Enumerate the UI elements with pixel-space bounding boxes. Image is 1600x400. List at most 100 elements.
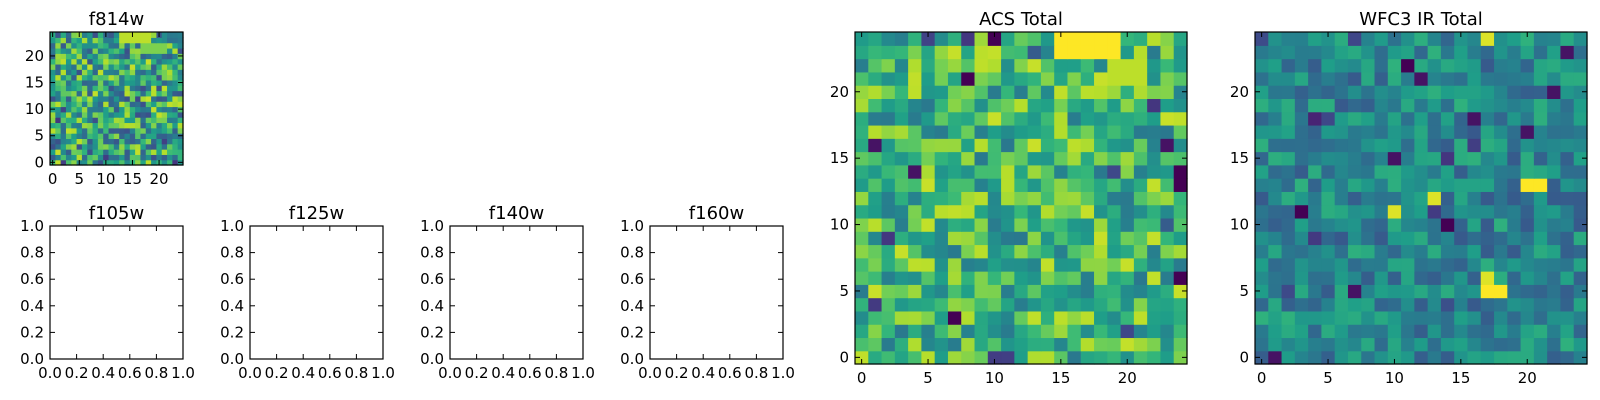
heatmap-cell [1107,138,1122,153]
heatmap-cell [1560,85,1575,99]
heatmap-cell [1054,45,1069,60]
heatmap-cell [934,350,949,365]
heatmap-cell [1334,204,1349,219]
heatmap-cell [76,149,83,155]
heatmap-cell [151,32,157,38]
heatmap-cell [1027,111,1042,126]
heatmap-cell [1147,297,1162,312]
heatmap-cell [1361,310,1376,325]
heatmap-cell [1507,71,1522,86]
y-tick-label: 0 [839,348,849,366]
heatmap-cell [1040,297,1055,312]
heatmap-cell [151,47,157,54]
heatmap-cell [1160,85,1175,99]
heatmap-cell [108,154,115,161]
heatmap-cell [1547,85,1562,99]
heatmap-cell [1321,71,1336,86]
heatmap-cell [1547,284,1562,299]
heatmap-cell [151,143,157,150]
heatmap-cell [1281,231,1296,246]
heatmap-cell [145,159,152,166]
heatmap-cell [921,151,936,166]
heatmap-cell [1520,138,1535,153]
heatmap-cell [1507,45,1522,60]
heatmap-cell [868,138,883,153]
panel-title: WFC3 IR Total [1359,9,1482,30]
heatmap-cell [1573,85,1588,99]
heatmap-cell [135,95,142,102]
heatmap-cell [1001,191,1015,206]
y-tick-label: 20 [1230,83,1249,101]
heatmap-cell [1080,124,1095,139]
heatmap-cell [65,143,72,150]
heatmap-cell [1294,297,1309,312]
heatmap-cell [92,79,99,86]
heatmap-cell [1094,32,1108,46]
heatmap-cell [172,154,179,161]
heatmap-cell [1133,297,1148,312]
heatmap-cell [135,127,142,134]
heatmap-cell [1454,191,1469,206]
heatmap-cell [1268,111,1283,126]
heatmap-cell [97,106,104,113]
heatmap-cell [1133,124,1148,139]
heatmap-cell [934,45,949,60]
heatmap-cell [1067,178,1082,192]
heatmap-cell [1334,32,1349,46]
heatmap-cell [87,159,94,166]
heatmap-cell [140,85,147,92]
x-tick-label: 0 [48,170,58,188]
heatmap-cell [1040,337,1055,352]
heatmap-cell [961,231,976,246]
heatmap-cell [1120,297,1135,312]
heatmap-cell [113,37,120,44]
heatmap-cell [1480,284,1495,299]
heatmap-cell [97,53,104,60]
heatmap-cell [1547,111,1562,126]
y-tick-label: 10 [1230,216,1249,234]
heatmap-cell [1001,284,1015,299]
y-tick-label: 0.8 [220,244,244,262]
heatmap-cell [1067,297,1082,312]
heatmap-cell [1321,124,1336,139]
heatmap-cell [1147,98,1162,113]
heatmap-cell [1427,32,1442,46]
heatmap-cell [92,111,99,118]
heatmap-cell [124,63,131,70]
heatmap-cell [1133,98,1148,113]
heatmap-cell [1520,271,1535,285]
heatmap-cell [855,257,869,272]
heatmap-cell [1414,164,1429,179]
heatmap-cell [1094,350,1108,365]
heatmap-cell [1294,111,1309,126]
heatmap-cell [1361,85,1376,99]
heatmap-cell [1533,297,1548,312]
heatmap-cell [60,101,67,108]
heatmap-cell [855,204,869,219]
heatmap-cell [1321,271,1336,285]
heatmap-cell [1387,98,1402,113]
heatmap-cell [108,127,115,134]
heatmap-cell [71,69,78,76]
heatmap-cell [167,32,173,38]
heatmap-cell [1160,138,1175,153]
heatmap-cell [1507,191,1522,206]
heatmap-cell [1361,271,1376,285]
heatmap-cell [1494,297,1508,312]
axes-frame [49,31,184,166]
heatmap-cell [1427,231,1442,246]
heatmap-cell [961,204,976,219]
heatmap-cell [1040,217,1055,232]
heatmap-cell [129,117,136,124]
heatmap-cell [1040,45,1055,60]
heatmap-cell [1374,284,1389,299]
heatmap-cell [1507,58,1522,73]
heatmap-cell [177,117,184,124]
heatmap-cell [161,85,168,92]
heatmap-cell [1268,204,1283,219]
heatmap-cell [1573,271,1588,285]
heatmap-cell [1173,350,1188,365]
heatmap-cell [1401,337,1415,352]
heatmap-cell [1080,217,1095,232]
